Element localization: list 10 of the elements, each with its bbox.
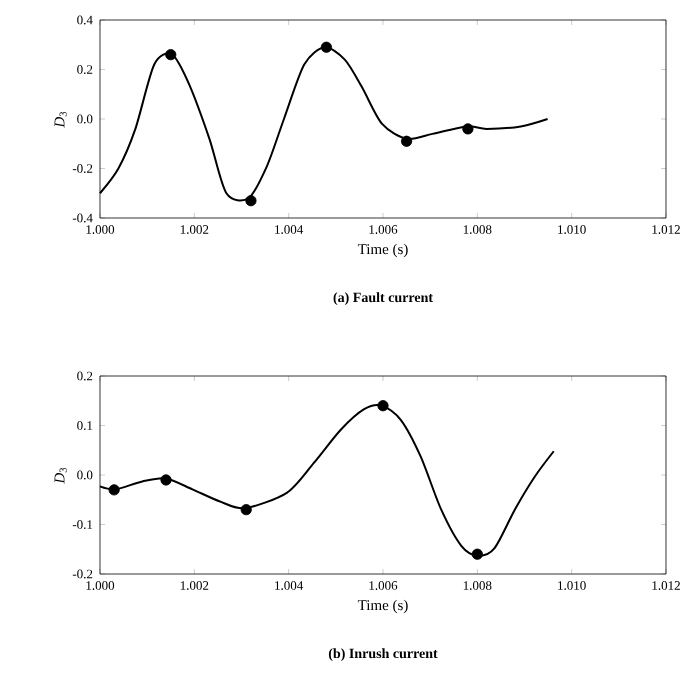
point [462, 123, 474, 135]
point [165, 49, 177, 61]
point [400, 135, 413, 147]
point [377, 400, 389, 412]
point [240, 504, 252, 516]
point [108, 484, 120, 496]
point [471, 548, 483, 560]
point [320, 41, 332, 53]
point [245, 195, 257, 207]
point [160, 474, 172, 486]
